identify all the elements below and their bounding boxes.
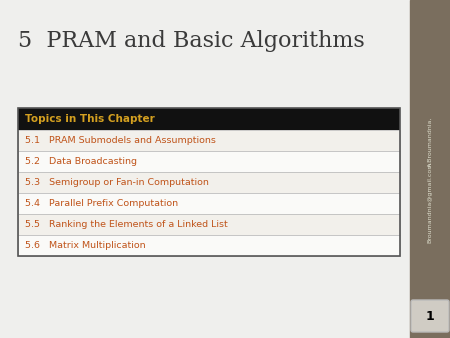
Bar — [18, 235, 400, 256]
Text: 5.4   Parallel Prefix Computation: 5.4 Parallel Prefix Computation — [25, 199, 178, 208]
Bar — [18, 193, 400, 214]
Text: Topics in This Chapter: Topics in This Chapter — [25, 114, 155, 124]
Text: 5.5   Ranking the Elements of a Linked List: 5.5 Ranking the Elements of a Linked Lis… — [25, 220, 228, 229]
FancyBboxPatch shape — [411, 300, 449, 332]
Bar — [18, 172, 400, 193]
Text: 1: 1 — [426, 310, 434, 322]
Bar — [18, 130, 400, 151]
Text: 5.3   Semigroup or Fan-in Computation: 5.3 Semigroup or Fan-in Computation — [25, 178, 209, 187]
Bar — [18, 151, 400, 172]
Bar — [18, 108, 400, 256]
Bar — [18, 214, 400, 235]
Text: Broumandnia@gmail.com: Broumandnia@gmail.com — [428, 162, 432, 243]
Bar — [410, 0, 450, 338]
Bar — [18, 108, 400, 130]
Text: A.Broumandnia,: A.Broumandnia, — [428, 117, 432, 167]
Text: 5.1   PRAM Submodels and Assumptions: 5.1 PRAM Submodels and Assumptions — [25, 136, 216, 145]
Text: 5  PRAM and Basic Algorithms: 5 PRAM and Basic Algorithms — [18, 30, 365, 52]
Text: 5.2   Data Broadcasting: 5.2 Data Broadcasting — [25, 157, 137, 166]
Text: 5.6   Matrix Multiplication: 5.6 Matrix Multiplication — [25, 241, 146, 250]
